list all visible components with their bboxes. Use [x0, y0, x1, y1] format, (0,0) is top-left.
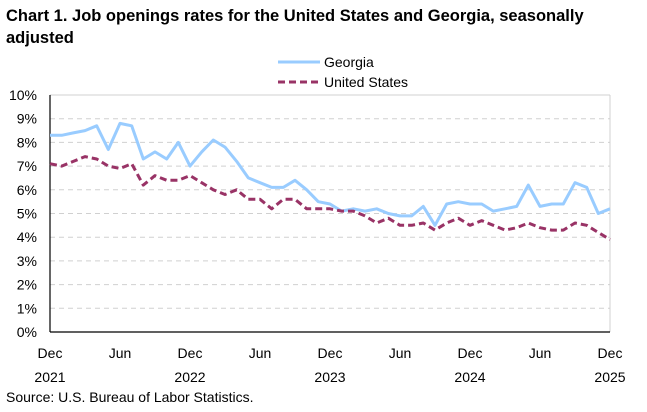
x-tick-month: Dec	[318, 345, 343, 361]
x-tick-year: 2025	[594, 369, 625, 385]
y-tick-label: 8%	[17, 134, 37, 150]
y-tick-label: 4%	[17, 229, 37, 245]
y-tick-label: 2%	[17, 277, 37, 293]
y-tick-label: 3%	[17, 253, 37, 269]
x-tick-month: Dec	[598, 345, 623, 361]
y-tick-label: 0%	[17, 324, 37, 340]
x-tick-year: 2021	[34, 369, 65, 385]
chart-title: Chart 1. Job openings rates for the Unit…	[6, 7, 584, 47]
y-tick-label: 6%	[17, 182, 37, 198]
source-note: Source: U.S. Bureau of Labor Statistics.	[6, 389, 254, 405]
y-tick-label: 10%	[9, 87, 37, 103]
x-tick-month: Dec	[458, 345, 483, 361]
x-tick-month: Dec	[38, 345, 63, 361]
y-tick-label: 9%	[17, 111, 37, 127]
x-tick-month: Jun	[529, 345, 552, 361]
y-tick-label: 1%	[17, 300, 37, 316]
x-tick-month: Jun	[249, 345, 272, 361]
x-tick-month: Jun	[389, 345, 412, 361]
x-tick-month: Dec	[178, 345, 203, 361]
x-tick-month: Jun	[109, 345, 132, 361]
legend-label: Georgia	[324, 54, 374, 70]
x-tick-year: 2024	[454, 369, 485, 385]
y-tick-label: 7%	[17, 158, 37, 174]
x-tick-year: 2023	[314, 369, 345, 385]
x-tick-year: 2022	[174, 369, 205, 385]
series-line-georgia	[50, 121, 611, 227]
legend-label: United States	[324, 74, 408, 90]
y-tick-label: 5%	[17, 206, 37, 222]
series-line-united-states	[49, 155, 611, 241]
